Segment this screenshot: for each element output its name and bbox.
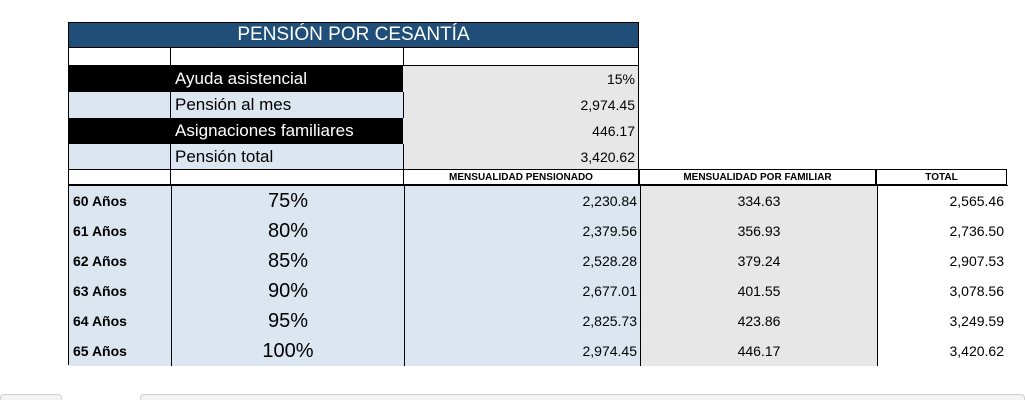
row-total[interactable]: 2,736.50: [877, 216, 1008, 246]
summary-left-cell[interactable]: [68, 118, 170, 144]
summary-left-cell[interactable]: [68, 66, 170, 92]
row-percentage[interactable]: 90%: [171, 276, 404, 306]
sheet-title[interactable]: PENSIÓN POR CESANTÍA: [68, 22, 639, 48]
summary-left-cell[interactable]: [68, 144, 170, 170]
row-percentage[interactable]: 95%: [171, 306, 404, 336]
row-total[interactable]: 2,565.46: [877, 186, 1008, 216]
row-total[interactable]: 2,907.53: [877, 246, 1008, 276]
header-blank-cell[interactable]: [170, 169, 403, 185]
row-mensualidad-familiar[interactable]: 356.93: [640, 216, 877, 246]
table-row: 61 Años 80% 2,379.56 356.93 2,736.50: [69, 216, 1008, 246]
row-percentage[interactable]: 100%: [171, 336, 404, 366]
summary-value-pension-mes[interactable]: 2,974.45: [403, 92, 639, 118]
row-percentage[interactable]: 80%: [171, 216, 404, 246]
row-total[interactable]: 3,420.62: [877, 336, 1008, 366]
row-mensualidad-pensionado[interactable]: 2,379.56: [404, 216, 640, 246]
blank-cell[interactable]: [170, 48, 403, 66]
summary-value-asignaciones[interactable]: 446.17: [403, 118, 639, 144]
row-age[interactable]: 62 Años: [69, 246, 171, 276]
row-mensualidad-pensionado[interactable]: 2,677.01: [404, 276, 640, 306]
table-row: 60 Años 75% 2,230.84 334.63 2,565.46: [69, 186, 1008, 216]
blank-cell[interactable]: [68, 48, 170, 66]
row-mensualidad-pensionado[interactable]: 2,230.84: [404, 186, 640, 216]
summary-value-pension-total[interactable]: 3,420.62: [403, 144, 639, 170]
row-age[interactable]: 63 Años: [69, 276, 171, 306]
row-mensualidad-familiar[interactable]: 423.86: [640, 306, 877, 336]
table-row: 63 Años 90% 2,677.01 401.55 3,078.56: [69, 276, 1008, 306]
summary-label-pension-total[interactable]: Pensión total: [170, 144, 403, 170]
header-mensualidad-pensionado[interactable]: MENSUALIDAD PENSIONADO: [403, 169, 639, 185]
header-blank-cell[interactable]: [68, 169, 170, 185]
table-row: 65 Años 100% 2,974.45 446.17 3,420.62: [69, 336, 1008, 366]
summary-label-asignaciones[interactable]: Asignaciones familiares: [170, 118, 403, 144]
row-mensualidad-familiar[interactable]: 446.17: [640, 336, 877, 366]
summary-left-cell[interactable]: [68, 92, 170, 118]
row-mensualidad-familiar[interactable]: 379.24: [640, 246, 877, 276]
row-age[interactable]: 64 Años: [69, 306, 171, 336]
summary-label-pension-mes[interactable]: Pensión al mes: [170, 92, 403, 118]
row-mensualidad-pensionado[interactable]: 2,974.45: [404, 336, 640, 366]
row-age[interactable]: 60 Años: [69, 186, 171, 216]
row-age[interactable]: 65 Años: [69, 336, 171, 366]
header-mensualidad-familiar[interactable]: MENSUALIDAD POR FAMILIAR: [639, 169, 876, 185]
data-table-body: 60 Años 75% 2,230.84 334.63 2,565.46 61 Años 8…: [68, 185, 1008, 366]
table-row: 64 Años 95% 2,825.73 423.86 3,249.59: [69, 306, 1008, 336]
sheet-tab[interactable]: [0, 394, 62, 400]
summary-value-ayuda[interactable]: 15%: [403, 66, 639, 92]
blank-cell[interactable]: [403, 48, 639, 66]
summary-label-ayuda[interactable]: Ayuda asistencial: [170, 66, 403, 92]
row-total[interactable]: 3,249.59: [877, 306, 1008, 336]
row-age[interactable]: 61 Años: [69, 216, 171, 246]
table-row: 62 Años 85% 2,528.28 379.24 2,907.53: [69, 246, 1008, 276]
row-percentage[interactable]: 75%: [171, 186, 404, 216]
row-percentage[interactable]: 85%: [171, 246, 404, 276]
row-mensualidad-familiar[interactable]: 401.55: [640, 276, 877, 306]
row-mensualidad-familiar[interactable]: 334.63: [640, 186, 877, 216]
header-total[interactable]: TOTAL: [876, 169, 1007, 185]
row-mensualidad-pensionado[interactable]: 2,825.73: [404, 306, 640, 336]
sheet-tab[interactable]: [140, 394, 1025, 400]
row-total[interactable]: 3,078.56: [877, 276, 1008, 306]
row-mensualidad-pensionado[interactable]: 2,528.28: [404, 246, 640, 276]
